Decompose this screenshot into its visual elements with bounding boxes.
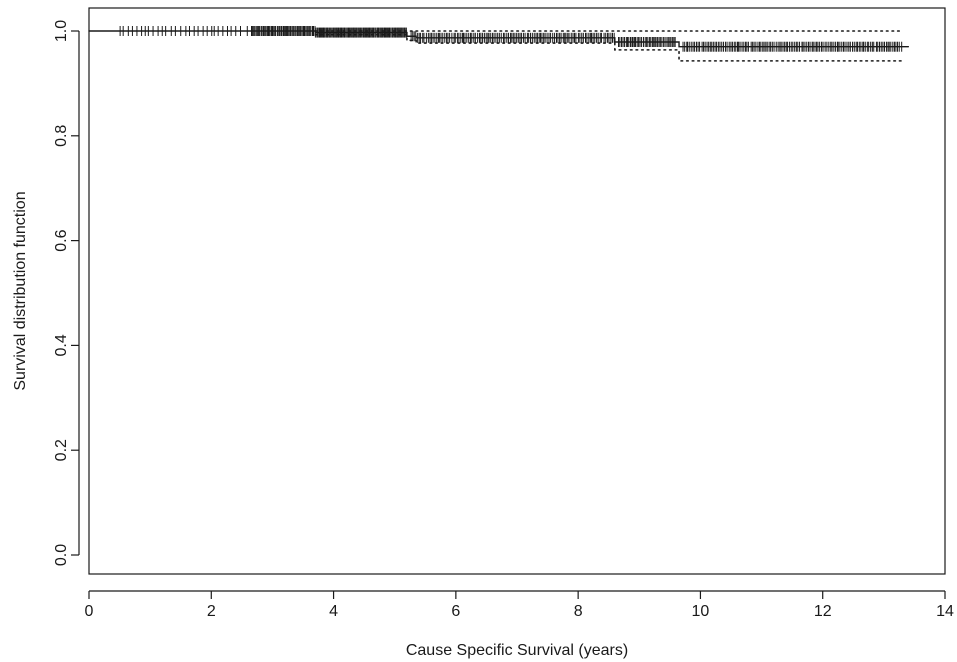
x-tick-label: 8 [574,603,583,620]
y-axis-title: Survival distribution function [12,191,29,390]
x-tick-label: 4 [329,603,338,620]
x-tick-label: 14 [936,603,954,620]
y-tick-label: 0.0 [53,544,70,566]
x-tick-label: 6 [451,603,460,620]
plot-frame [88,7,946,575]
y-tick-label: 0.4 [53,334,70,356]
x-axis-title: Cause Specific Survival (years) [406,642,628,659]
y-tick-label: 0.2 [53,439,70,461]
x-axis: 0 2 4 6 8 10 12 14 [85,590,954,620]
x-tick-label: 2 [207,603,216,620]
y-tick-label: 1.0 [53,20,70,42]
x-tick-label: 0 [85,603,94,620]
censor-marks [119,26,903,52]
confidence-bands [314,30,903,62]
x-tick-label: 12 [814,603,832,620]
x-tick-label: 10 [692,603,710,620]
lower-confidence-band-line [314,33,903,62]
y-tick-label: 0.6 [53,229,70,251]
y-tick-label: 0.8 [53,125,70,147]
y-axis: 0.0 0.2 0.4 0.6 0.8 1.0 [53,20,80,566]
